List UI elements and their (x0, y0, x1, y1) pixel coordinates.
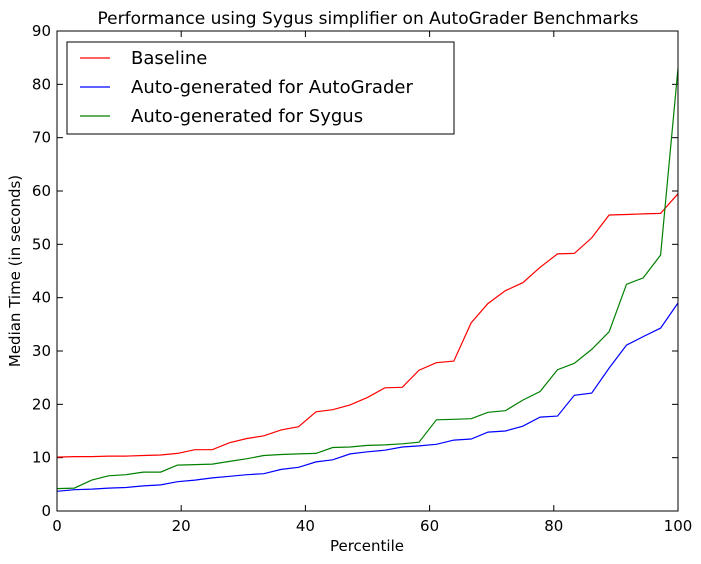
legend-label-2: Auto-generated for AutoGrader (131, 77, 413, 98)
y-axis-label: Median Time (in seconds) (6, 175, 24, 367)
series-line-1 (56, 193, 679, 458)
y-tick-label: 50 (32, 235, 51, 253)
y-tick-label: 70 (32, 129, 51, 147)
plot-frame (56, 30, 679, 512)
series-line-2 (56, 302, 679, 492)
x-tick-label: 40 (296, 517, 315, 535)
x-tick-label: 20 (172, 517, 191, 535)
y-tick-label: 60 (32, 182, 51, 200)
y-tick-label: 30 (32, 342, 51, 360)
y-tick-label: 0 (41, 502, 51, 520)
y-tick-label: 10 (32, 449, 51, 467)
series-line-3 (56, 68, 679, 490)
legend-label-3: Auto-generated for Sygus (131, 106, 363, 127)
x-axis-label: Percentile (330, 537, 404, 555)
x-tick-label: 60 (420, 517, 439, 535)
y-tick-label: 90 (32, 22, 51, 40)
chart-title: Performance using Sygus simplifier on Au… (97, 9, 638, 29)
legend-label-1: Baseline (131, 48, 207, 69)
y-tick-label: 80 (32, 75, 51, 93)
series-lines (56, 68, 679, 492)
x-tick-label: 0 (52, 517, 62, 535)
x-tick-label: 100 (664, 517, 693, 535)
axis-ticks: 0 20 40 60 80 100 0 10 20 30 40 50 60 70 80 90 (32, 22, 692, 535)
legend-box (66, 41, 455, 135)
legend: Baseline Auto-generated for AutoGrader Aut… (66, 41, 455, 135)
y-tick-label: 20 (32, 395, 51, 413)
x-tick-label: 80 (544, 517, 563, 535)
y-tick-label: 40 (32, 289, 51, 307)
